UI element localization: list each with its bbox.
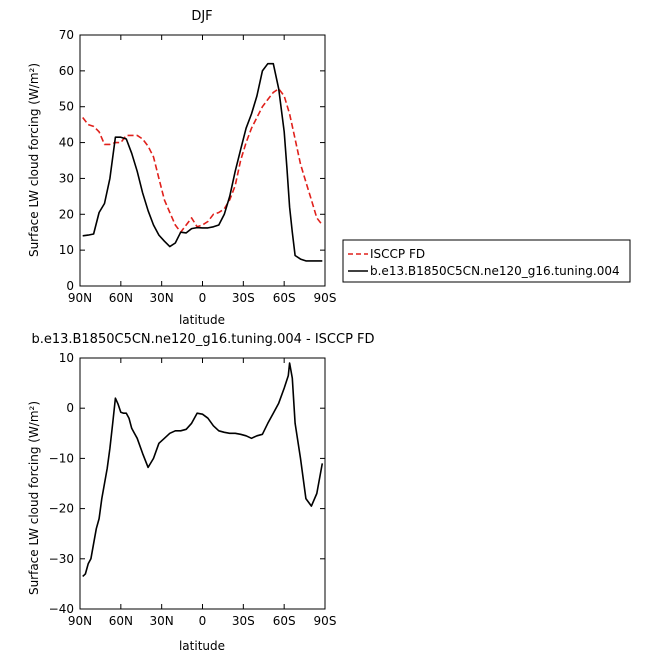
plot-frame-top [79, 34, 326, 287]
y-tick-label-bottom: 10 [59, 351, 74, 365]
panel-bottom: 90N 60N 30N 0 30S 60S 90S −40 −30 −20 −10 0 10 [49, 351, 337, 628]
y-tick-label-bottom: 0 [66, 401, 74, 415]
y-tick-label-top: 50 [59, 100, 74, 114]
x-tick-label-top: 90S [314, 291, 337, 305]
y-axis-label-top: Surface LW cloud forcing (W/m²) [27, 63, 41, 257]
chart-title-bottom: b.e13.B1850C5CN.ne120_g16.tuning.004 - I… [31, 332, 374, 347]
x-tick-label-top: 90N [68, 291, 92, 305]
x-tick-label-bottom: 60N [109, 614, 133, 628]
x-tick-label-top: 30N [150, 291, 174, 305]
x-axis-label-bottom: latitude [179, 639, 225, 653]
legend: ISCCP FD b.e13.B1850C5CN.ne120_g16.tunin… [342, 239, 631, 283]
x-tick-label-bottom: 60S [273, 614, 296, 628]
y-tick-label-bottom: −30 [49, 552, 74, 566]
x-tick-label-bottom: 30S [232, 614, 255, 628]
series-line-bottom-0 [82, 362, 324, 577]
y-tick-label-top: 30 [59, 171, 74, 185]
x-tick-label-bottom: 90S [314, 614, 337, 628]
x-tick-label-bottom: 0 [199, 614, 207, 628]
series-line-top-1 [82, 62, 323, 262]
y-axis-label-bottom: Surface LW cloud forcing (W/m²) [27, 401, 41, 595]
chart-title-top: DJF [191, 9, 212, 24]
plot-frame-bottom [79, 357, 326, 610]
legend-box [342, 239, 631, 283]
y-tick-label-bottom: −10 [49, 451, 74, 465]
y-tick-label-top: 0 [66, 279, 74, 293]
panel-top: 90N 60N 30N 0 30S 60S 90S 0 10 20 30 40 50 60 70 [59, 28, 337, 305]
y-tick-label-top: 20 [59, 207, 74, 221]
x-tick-label-top: 60N [109, 291, 133, 305]
x-tick-label-top: 0 [199, 291, 207, 305]
y-tick-label-bottom: −20 [49, 502, 74, 516]
y-tick-label-top: 10 [59, 243, 74, 257]
legend-label-model: b.e13.B1850C5CN.ne120_g16.tuning.004 [370, 264, 620, 278]
x-tick-label-bottom: 30N [150, 614, 174, 628]
legend-label-isccp: ISCCP FD [370, 247, 425, 261]
x-tick-label-top: 30S [232, 291, 255, 305]
y-tick-label-top: 60 [59, 64, 74, 78]
x-tick-label-bottom: 90N [68, 614, 92, 628]
x-axis-label-top: latitude [179, 313, 225, 327]
series-line-top-0 [82, 88, 323, 233]
y-tick-label-top: 40 [59, 136, 74, 150]
x-tick-label-top: 60S [273, 291, 296, 305]
y-tick-label-bottom: −40 [49, 602, 74, 616]
y-tick-label-top: 70 [59, 28, 74, 42]
